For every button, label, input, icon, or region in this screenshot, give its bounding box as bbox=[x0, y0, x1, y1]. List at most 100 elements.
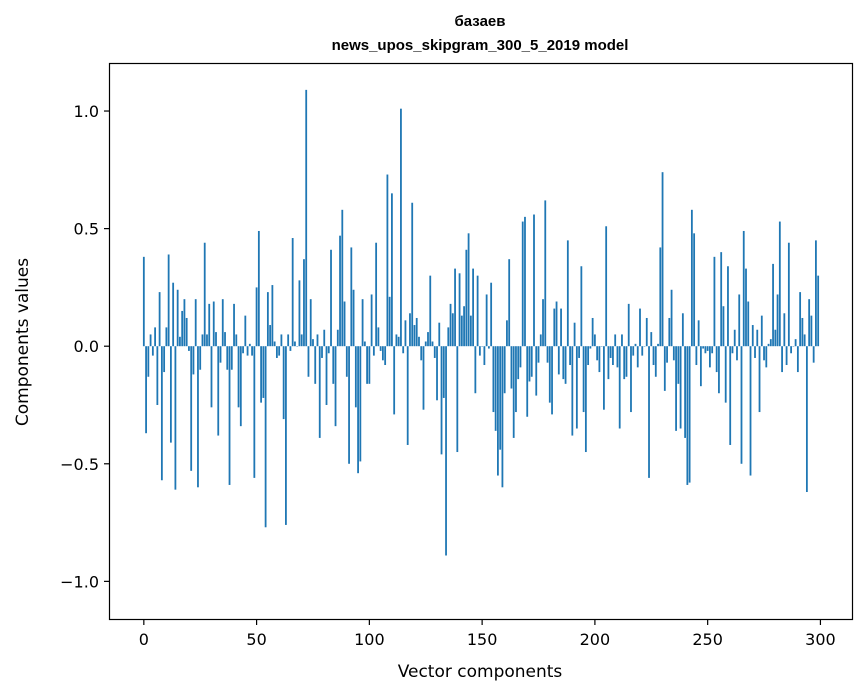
bar bbox=[715, 346, 718, 373]
bar bbox=[785, 346, 788, 366]
bar bbox=[609, 346, 612, 358]
bar bbox=[149, 334, 152, 347]
bar bbox=[192, 346, 195, 375]
bar bbox=[190, 346, 193, 471]
bar bbox=[181, 310, 184, 347]
bar bbox=[391, 193, 393, 347]
bar bbox=[257, 230, 260, 347]
bar bbox=[449, 303, 452, 347]
bar bbox=[684, 346, 686, 438]
bar bbox=[503, 346, 506, 394]
bar bbox=[169, 346, 172, 443]
bar bbox=[330, 249, 332, 347]
bar bbox=[817, 275, 820, 347]
bar bbox=[711, 346, 714, 354]
bar bbox=[758, 346, 761, 413]
bar bbox=[273, 341, 276, 347]
bar bbox=[424, 341, 427, 347]
bar bbox=[603, 346, 605, 410]
bar bbox=[221, 299, 224, 347]
bar bbox=[201, 334, 204, 347]
bar bbox=[472, 268, 474, 347]
bar bbox=[282, 346, 285, 420]
bar bbox=[648, 346, 650, 478]
bar bbox=[747, 301, 750, 347]
bar bbox=[411, 202, 414, 347]
plot-area-frame bbox=[108, 62, 854, 621]
bar bbox=[589, 346, 592, 349]
bar bbox=[372, 346, 375, 356]
bar bbox=[336, 329, 339, 347]
bar bbox=[778, 221, 781, 347]
bar bbox=[233, 303, 235, 347]
bar bbox=[533, 214, 535, 347]
y-axis-label: Components values bbox=[13, 258, 33, 426]
bar bbox=[348, 346, 350, 464]
y-tick-label: −0.5 bbox=[60, 455, 99, 474]
bar bbox=[733, 329, 736, 347]
bar bbox=[327, 346, 330, 354]
bar bbox=[483, 346, 486, 366]
bar bbox=[203, 242, 206, 347]
bar bbox=[774, 329, 777, 347]
bar bbox=[517, 346, 520, 380]
bar bbox=[388, 296, 391, 347]
y-tick-label: −1.0 bbox=[60, 572, 99, 591]
bar bbox=[377, 327, 380, 347]
bar bbox=[341, 209, 344, 347]
bar bbox=[769, 339, 772, 347]
bar bbox=[616, 346, 619, 368]
bar bbox=[217, 346, 220, 436]
y-axis-ticks: −1.0 −0.5 0.0 0.5 1.0 bbox=[60, 102, 110, 591]
bar bbox=[271, 285, 274, 347]
bar bbox=[571, 346, 574, 436]
bar bbox=[415, 317, 418, 347]
bar bbox=[404, 320, 407, 347]
bar bbox=[253, 346, 256, 478]
bar bbox=[208, 303, 211, 347]
bar bbox=[697, 320, 700, 347]
bar bbox=[555, 301, 558, 347]
bar bbox=[578, 346, 580, 358]
bar bbox=[776, 294, 779, 347]
bar bbox=[727, 266, 729, 347]
bar bbox=[657, 343, 659, 347]
bar bbox=[593, 334, 596, 347]
bar bbox=[228, 346, 231, 485]
bar bbox=[323, 329, 326, 347]
bar bbox=[147, 346, 150, 377]
bar bbox=[368, 346, 371, 384]
bar bbox=[772, 263, 774, 347]
bar bbox=[738, 294, 741, 347]
x-tick-label: 50 bbox=[246, 630, 266, 649]
bar bbox=[494, 346, 497, 431]
bar bbox=[661, 172, 664, 347]
bar bbox=[731, 346, 734, 354]
bar bbox=[294, 341, 296, 347]
bar bbox=[172, 282, 175, 347]
bar bbox=[808, 299, 811, 347]
bar bbox=[767, 343, 770, 347]
bar bbox=[724, 346, 727, 403]
bar bbox=[553, 308, 556, 347]
x-tick-label: 200 bbox=[580, 630, 611, 649]
bar bbox=[224, 332, 226, 347]
bar bbox=[713, 256, 716, 347]
bar bbox=[316, 334, 319, 347]
bar bbox=[174, 346, 177, 490]
bar bbox=[269, 325, 272, 347]
bar bbox=[537, 346, 540, 363]
bar bbox=[544, 200, 547, 347]
bar bbox=[264, 346, 267, 528]
bar bbox=[756, 329, 759, 347]
bar bbox=[799, 292, 802, 347]
bar bbox=[688, 346, 691, 483]
bar bbox=[375, 242, 378, 347]
bar bbox=[605, 226, 608, 347]
bar bbox=[596, 346, 599, 361]
bar bbox=[381, 346, 384, 361]
bar bbox=[535, 346, 538, 396]
bar bbox=[151, 346, 154, 356]
bar bbox=[305, 89, 308, 347]
